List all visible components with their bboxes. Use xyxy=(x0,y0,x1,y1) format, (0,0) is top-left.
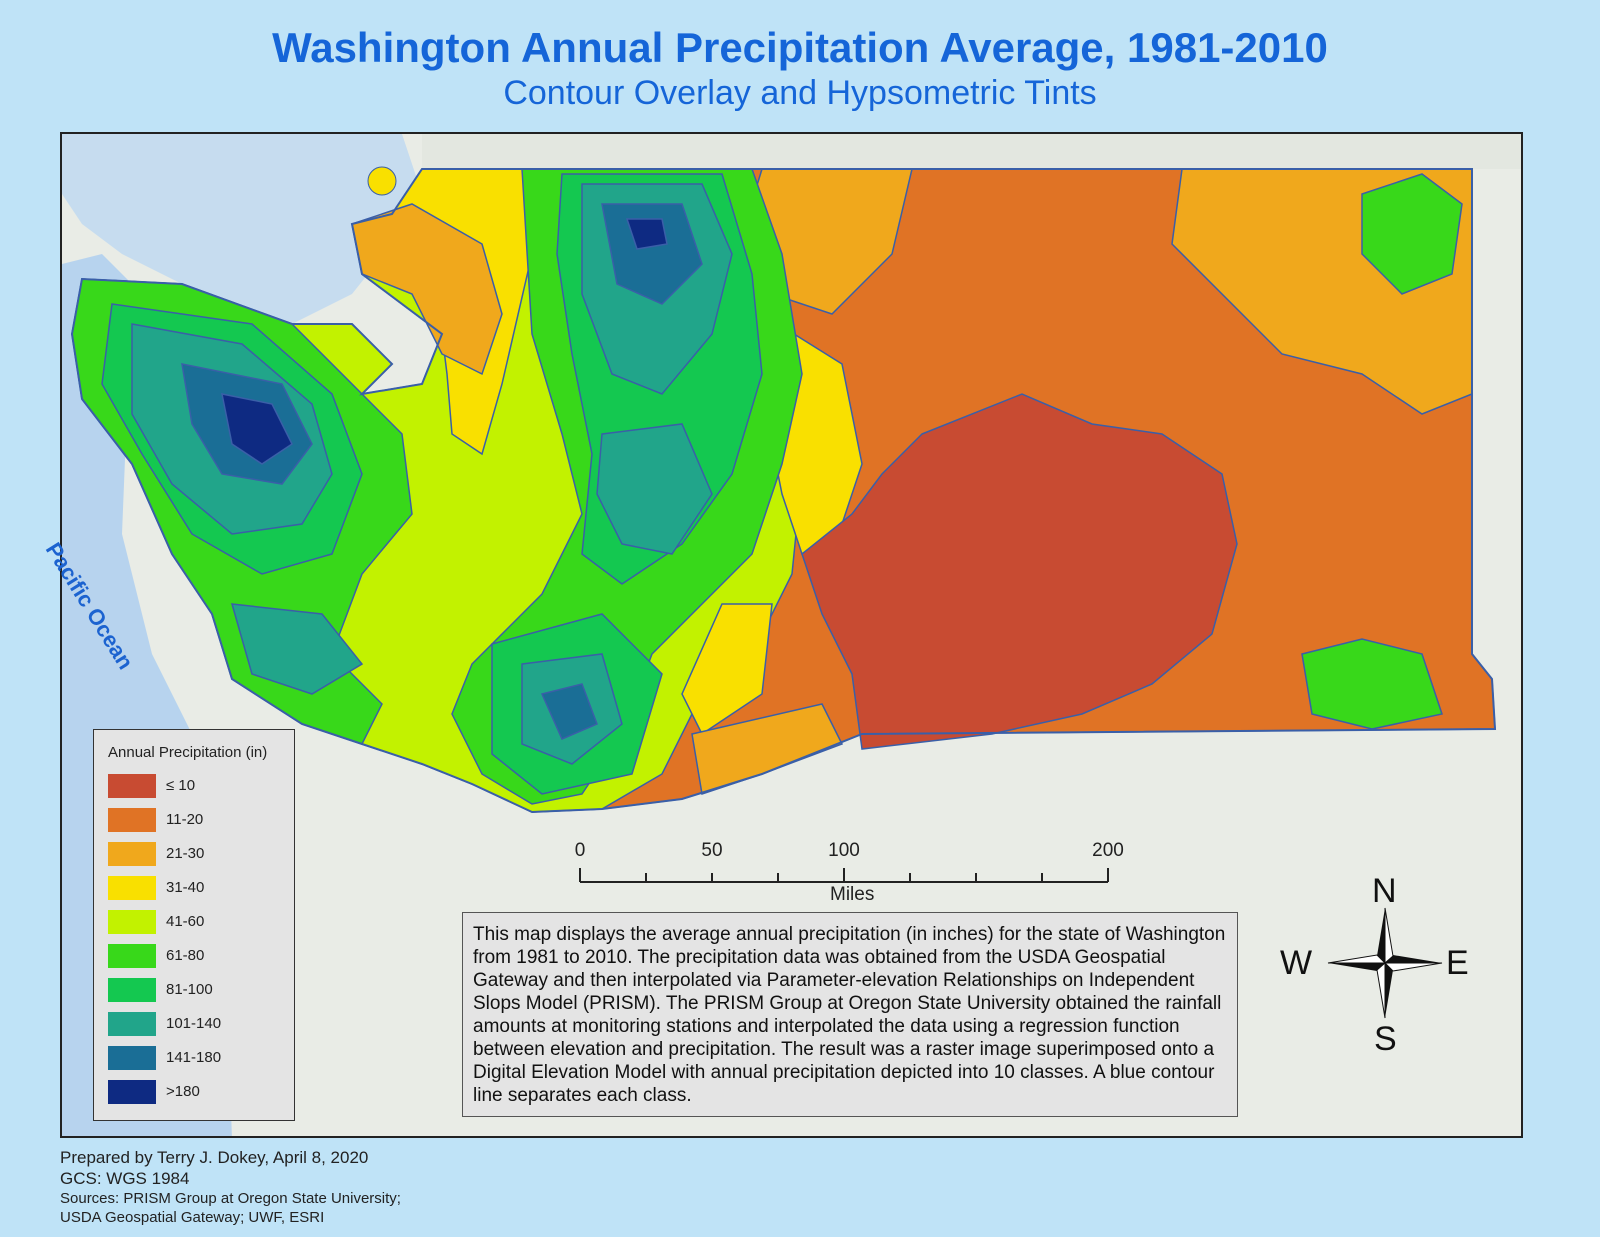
zone-180-plus-baker xyxy=(625,218,668,250)
basemap-canada xyxy=(422,134,1521,169)
zone-61-80-selkirks xyxy=(1361,173,1463,295)
scale-bar-line xyxy=(579,868,1109,883)
legend-swatch xyxy=(108,876,156,900)
scale-tick-label: 200 xyxy=(1092,840,1124,861)
legend-label: 61-80 xyxy=(166,947,205,964)
legend-label: 41-60 xyxy=(166,913,205,930)
scale-unit-label: Miles xyxy=(830,884,875,905)
scale-bar: 0 50 100 200 Miles xyxy=(560,840,1124,906)
legend-label: 81-100 xyxy=(166,981,213,998)
map-frame xyxy=(60,132,1523,1138)
credit-sources-line1: Sources: PRISM Group at Oregon State Uni… xyxy=(60,1190,401,1207)
legend-swatch xyxy=(108,944,156,968)
map-subtitle: Contour Overlay and Hypsometric Tints xyxy=(503,74,1097,112)
compass-east-label: E xyxy=(1446,944,1469,982)
credit-sources-line2: USDA Geospatial Gateway; UWF, ESRI xyxy=(60,1209,325,1226)
precip-zones xyxy=(71,168,1496,813)
san-juan-islands xyxy=(367,166,397,196)
legend-swatch xyxy=(108,808,156,832)
zone-141-180-rainier xyxy=(540,683,598,740)
legend-swatch xyxy=(108,978,156,1002)
legend-label: 21-30 xyxy=(166,845,205,862)
zone-le-10-columbia-basin xyxy=(801,393,1238,750)
legend-label: ≤ 10 xyxy=(166,777,196,794)
credit-prepared-by: Prepared by Terry J. Dokey, April 8, 202… xyxy=(60,1148,369,1167)
scale-tick-label: 100 xyxy=(828,840,860,861)
legend-swatch xyxy=(108,1012,156,1036)
zone-101-140-central-cascades xyxy=(596,423,713,555)
compass-west-label: W xyxy=(1280,944,1313,982)
compass-rose-icon xyxy=(1327,907,1443,1019)
legend-swatch xyxy=(108,1046,156,1070)
compass-north-label: N xyxy=(1372,872,1397,910)
legend-label: 141-180 xyxy=(166,1049,222,1066)
north-arrow: N S W E xyxy=(1280,868,1490,1058)
zone-101-140-coast xyxy=(230,603,364,695)
compass-south-label: S xyxy=(1374,1020,1397,1058)
description-box: This map displays the average annual pre… xyxy=(462,912,1238,1117)
legend: Annual Precipitation (in) ≤ 10 11-20 21-… xyxy=(93,729,295,1121)
scale-tick-label: 0 xyxy=(574,840,586,861)
legend-label: 11-20 xyxy=(166,811,204,828)
salish-sea-water xyxy=(62,134,422,324)
zone-31-40-south xyxy=(681,603,773,736)
legend-label: >180 xyxy=(166,1083,200,1100)
legend-swatch xyxy=(108,842,156,866)
zone-21-30-peninsula xyxy=(351,203,503,376)
credit-gcs: GCS: WGS 1984 xyxy=(60,1169,190,1188)
legend-swatch xyxy=(108,774,156,798)
legend-swatch xyxy=(108,1080,156,1104)
legend-swatch xyxy=(108,910,156,934)
zone-180-plus-olympics xyxy=(221,393,293,465)
zone-141-180-cascades xyxy=(601,203,703,305)
legend-label: 101-140 xyxy=(166,1015,222,1032)
state-outline xyxy=(70,168,1497,814)
legend-title: Annual Precipitation (in) xyxy=(108,744,268,761)
legend-label: 31-40 xyxy=(166,879,205,896)
scale-tick-label: 50 xyxy=(701,840,723,861)
zone-61-80-blue-mtns xyxy=(1301,638,1443,730)
map-title: Washington Annual Precipitation Average,… xyxy=(272,24,1328,71)
